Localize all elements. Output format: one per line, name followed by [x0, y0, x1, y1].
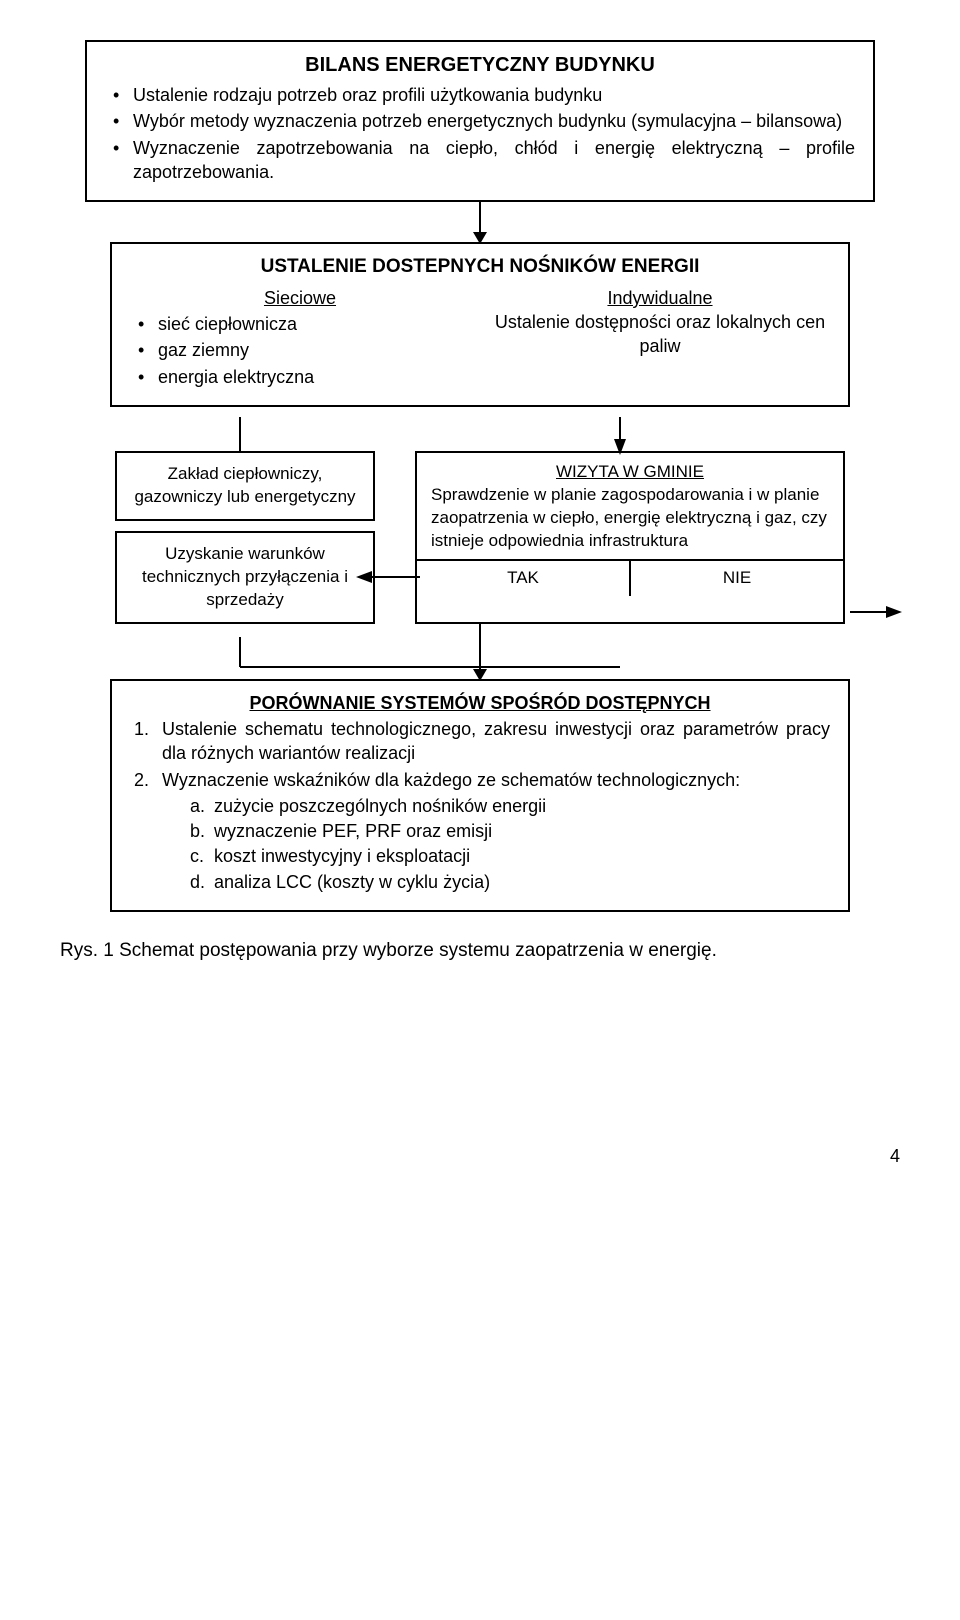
box1-list: Ustalenie rodzaju potrzeb oraz profili u…	[105, 83, 855, 184]
figure-caption: Rys. 1 Schemat postępowania przy wyborze…	[60, 938, 900, 964]
page-number: 4	[60, 1144, 900, 1168]
list-item: gaz ziemny	[130, 338, 470, 362]
list-item: energia elektryczna	[130, 365, 470, 389]
list-item: 2.Wyznaczenie wskaźników dla każdego ze …	[130, 768, 830, 894]
box1-title: BILANS ENERGETYCZNY BUDYNKU	[105, 52, 855, 79]
box4-list: 1.Ustalenie schematu technologicznego, z…	[130, 717, 830, 894]
list-item: c.koszt inwestycyjny i eksploatacji	[190, 844, 830, 868]
box-bilans: BILANS ENERGETYCZNY BUDYNKU Ustalenie ro…	[85, 40, 875, 202]
box2-right: Indywidualne Ustalenie dostępności oraz …	[490, 286, 830, 391]
box4-title: PORÓWNANIE SYSTEMÓW SPOŚRÓD DOSTĘPNYCH	[130, 691, 830, 715]
list-item: Wybór metody wyznaczenia potrzeb energet…	[105, 109, 855, 133]
visit-body-text: Sprawdzenie w planie zagospodarowania i …	[431, 484, 829, 553]
box2-right-header: Indywidualne	[490, 286, 830, 310]
list-item: a.zużycie poszczególnych nośników energi…	[190, 794, 830, 818]
visit-title: WIZYTA W GMINIE	[431, 461, 829, 484]
arrow-down-icon	[479, 624, 481, 679]
box-zaklad: Zakład ciepłowniczy, gazowniczy lub ener…	[115, 451, 375, 521]
box-warunki: Uzyskanie warunków technicznych przyłącz…	[115, 531, 375, 624]
visit-no: NIE	[631, 561, 843, 596]
box4-sublist: a.zużycie poszczególnych nośników energi…	[162, 794, 830, 894]
list-item: Ustalenie rodzaju potrzeb oraz profili u…	[105, 83, 855, 107]
list-item: 1.Ustalenie schematu technologicznego, z…	[130, 717, 830, 766]
list-item: sieć ciepłownicza	[130, 312, 470, 336]
list-item: d.analiza LCC (koszty w cyklu życia)	[190, 870, 830, 894]
box-wizyta: WIZYTA W GMINIE Sprawdzenie w planie zag…	[415, 451, 845, 624]
left-stack: Zakład ciepłowniczy, gazowniczy lub ener…	[115, 451, 375, 624]
visit-yes: TAK	[417, 561, 631, 596]
box2-title: USTALENIE DOSTEPNYCH NOŚNIKÓW ENERGII	[130, 254, 830, 280]
box-nosniki: USTALENIE DOSTEPNYCH NOŚNIKÓW ENERGII Si…	[110, 242, 850, 407]
box-porownanie: PORÓWNANIE SYSTEMÓW SPOŚRÓD DOSTĘPNYCH 1…	[110, 679, 850, 912]
box2-left-header: Sieciowe	[130, 286, 470, 310]
arrow-down-icon	[479, 202, 481, 242]
list-item: b.wyznaczenie PEF, PRF oraz emisji	[190, 819, 830, 843]
box2-left: Sieciowe sieć ciepłownicza gaz ziemny en…	[130, 286, 470, 391]
box2-right-text: Ustalenie dostępności oraz lokalnych cen…	[490, 310, 830, 359]
list-item: Wyznaczenie zapotrzebowania na ciepło, c…	[105, 136, 855, 185]
